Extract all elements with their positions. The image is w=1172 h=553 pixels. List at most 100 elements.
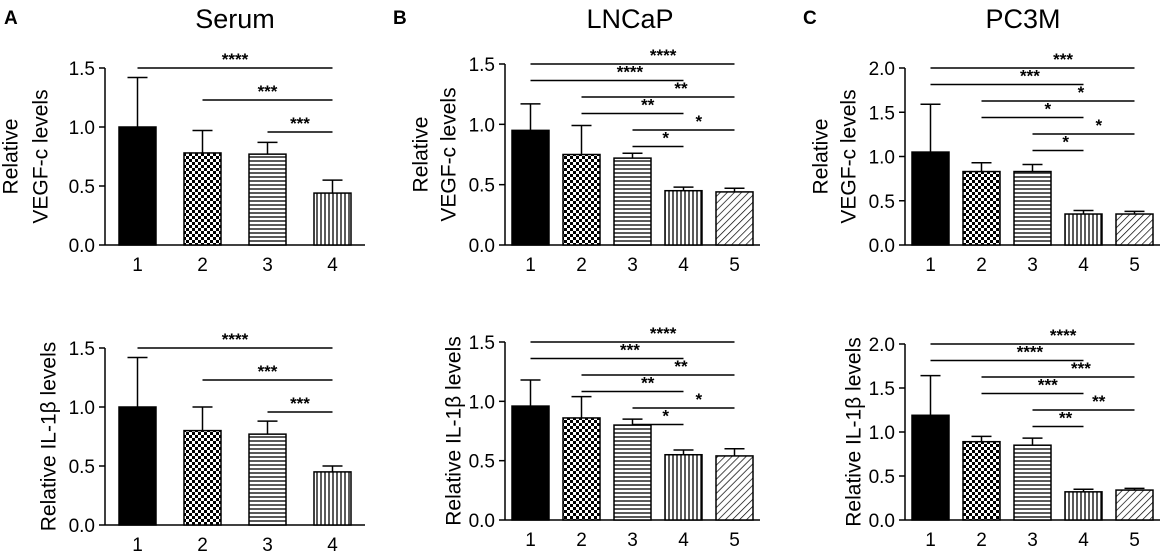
bar [118,406,157,526]
panel-title-pc3m: PC3M [985,4,1060,34]
y-axis-label: Relative IL-1β levels [843,337,866,527]
significance-label: *** [258,362,278,381]
bar [962,440,1001,521]
x-tick-label: 2 [976,255,987,276]
x-tick-label: 1 [525,530,536,551]
bar [613,424,652,521]
bar [1013,444,1052,521]
significance-label: *** [1020,67,1040,86]
chart-serum-vegfc: 0.0 0.5 1.0 1.5 Relative VEGF-c levels 1 2 3 4 ***… [0,50,365,276]
bar [715,191,754,246]
y-axis-label: Relative [410,117,433,193]
y-axis-label: Relative IL-1β levels [443,336,466,526]
x-tick-label: 5 [1129,255,1140,276]
significance-label: * [1095,116,1102,135]
y-tick-label: 0.5 [869,192,895,213]
y-tick-label: 0.5 [69,177,95,198]
y-tick-label: 1.5 [469,333,495,354]
significance-label: **** [650,324,677,343]
bar [313,471,352,526]
x-tick-label: 2 [576,530,587,551]
y-tick-label: 0.5 [869,467,895,488]
y-tick-label: 0.0 [469,511,495,532]
significance-label: * [1044,100,1051,119]
bar [248,433,287,526]
y-axis-label: Relative [810,119,833,195]
significance-label: **** [1050,326,1077,345]
significance-label: *** [1071,359,1091,378]
x-tick-label: 3 [1027,530,1038,551]
y-tick-label: 1.0 [869,423,895,444]
significance-label: *** [290,114,310,133]
y-tick-label: 0.0 [469,236,495,257]
bar [118,126,157,246]
y-tick-label: 0.5 [69,457,95,478]
chart-pc3m-vegfc: 0.0 0.5 1.0 1.5 2.0 Relative VEGF-c levels 1 2 3 4… [810,50,1160,276]
bar [911,151,950,246]
x-tick-label: 2 [576,255,587,276]
y-axis-label: Relative [0,119,23,195]
x-tick-label: 5 [729,255,740,276]
bar [511,405,550,521]
y-tick-label: 1.0 [69,118,95,139]
y-tick-label: 0.0 [869,511,895,532]
significance-label: **** [222,50,249,69]
bar [1013,170,1052,246]
x-tick-label: 4 [1078,530,1089,551]
significance-label: ** [641,96,655,115]
x-tick-label: 4 [327,535,338,553]
bar [715,455,754,521]
significance-label: * [662,407,669,426]
bar [248,153,287,246]
x-tick-label: 3 [627,530,638,551]
y-tick-label: 1.5 [69,339,95,360]
x-tick-label: 3 [262,535,273,553]
y-tick-label: 1.5 [69,59,95,80]
significance-label: ** [674,357,688,376]
y-tick-label: 2.0 [869,59,895,80]
significance-label: **** [617,63,644,82]
significance-label: **** [1017,343,1044,362]
significance-label: *** [290,394,310,413]
x-tick-label: 4 [678,255,689,276]
y-axis-label: VEGF-c levels [838,89,861,223]
bar [1115,489,1154,521]
significance-label: ** [1092,392,1106,411]
bar [664,453,703,521]
y-tick-label: 1.5 [869,103,895,124]
bar [911,414,950,521]
bar [562,417,601,521]
x-tick-label: 2 [197,535,208,553]
bar [511,129,550,246]
x-tick-label: 2 [976,530,987,551]
bar [183,152,222,246]
y-tick-label: 0.5 [469,176,495,197]
x-tick-label: 3 [262,255,273,276]
y-tick-label: 1.5 [869,379,895,400]
bar [313,192,352,246]
y-tick-label: 1.0 [869,148,895,169]
y-axis-label: VEGF-c levels [30,89,53,223]
significance-label: *** [620,341,640,360]
x-tick-label: 1 [925,255,936,276]
bar [183,429,222,526]
y-tick-label: 0.0 [869,236,895,257]
panel-title-serum: Serum [195,4,275,34]
x-tick-label: 1 [525,255,536,276]
x-tick-label: 1 [925,530,936,551]
bar [664,189,703,246]
y-tick-label: 1.0 [469,392,495,413]
panel-letter-b: B [393,8,407,29]
chart-serum-il1b: 0.0 0.5 1.0 1.5 Relative IL-1β levels 1 2 3 4 ***… [38,330,365,553]
y-axis-label: Relative IL-1β levels [38,342,61,532]
x-tick-label: 3 [1027,255,1038,276]
significance-label: *** [258,82,278,101]
bar [562,153,601,246]
y-tick-label: 1.5 [469,55,495,76]
y-tick-label: 0.0 [69,516,95,537]
x-tick-label: 5 [1129,530,1140,551]
